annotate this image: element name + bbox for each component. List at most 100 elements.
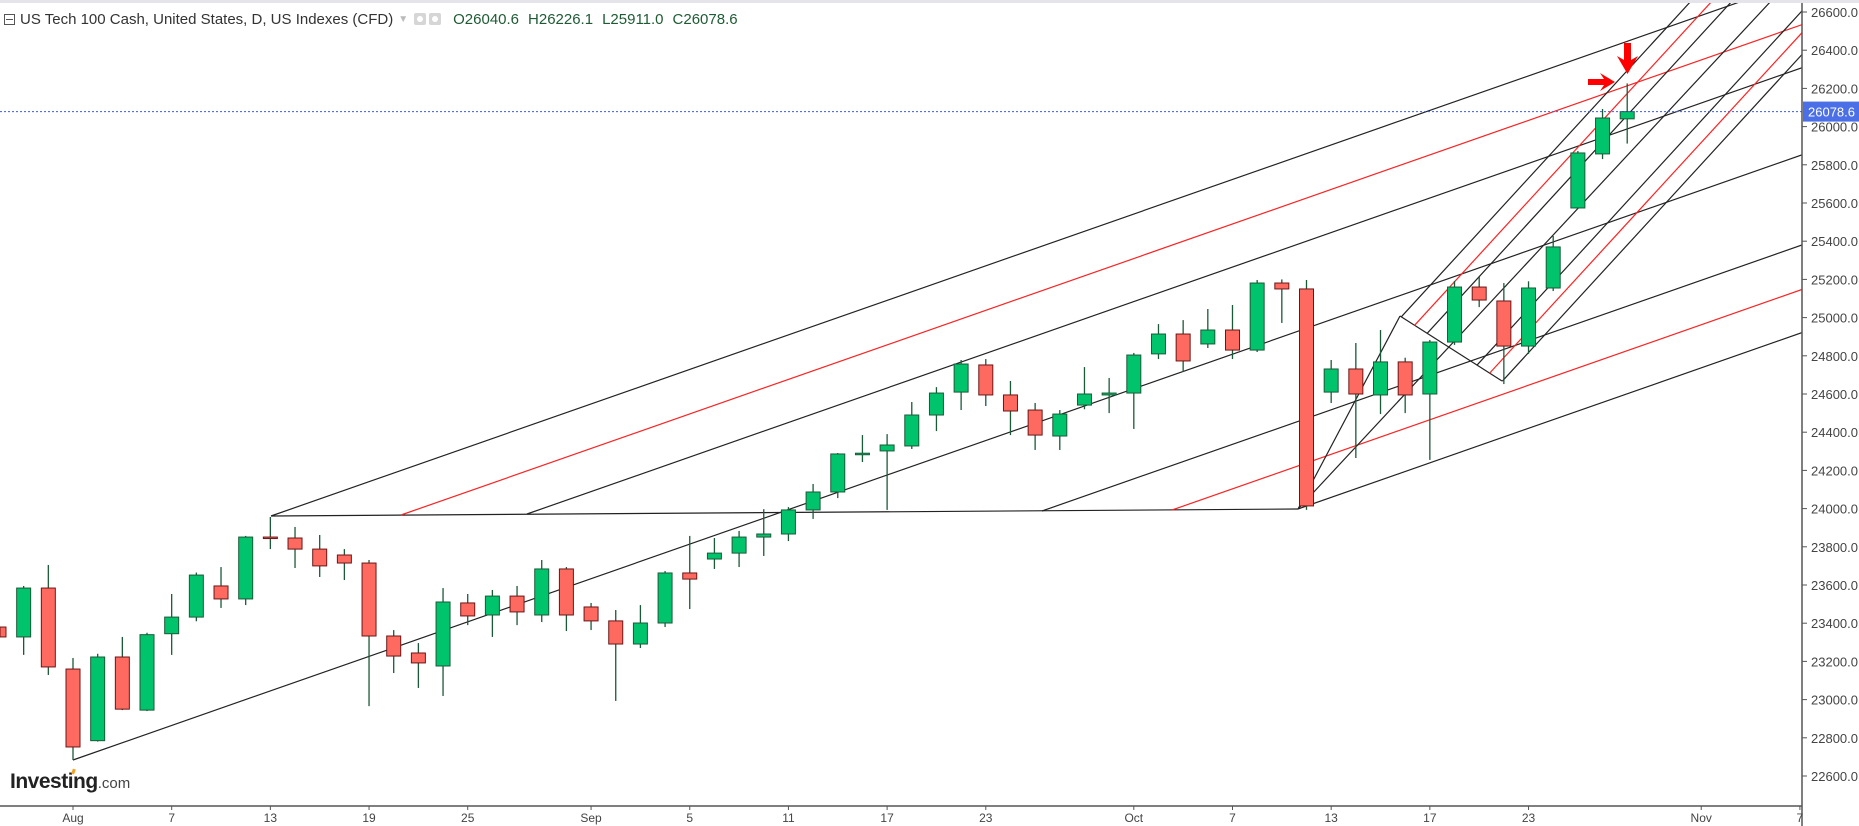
candle: [928, 387, 944, 432]
price-tick-label: 22600.0: [1811, 769, 1858, 784]
channel-line[interactable]: [400, 24, 1802, 516]
channel-line[interactable]: [526, 67, 1802, 515]
candle: [1570, 151, 1586, 209]
channel-line[interactable]: [1171, 288, 1802, 511]
candle-body-down: [410, 652, 426, 664]
time-tick-label: 5: [686, 811, 693, 825]
candle-body-down: [287, 537, 303, 550]
pitchfork-parallel-line[interactable]: [1501, 54, 1802, 382]
candle: [608, 610, 624, 701]
candle-body-up: [90, 656, 106, 742]
candle-body-up: [1200, 329, 1216, 345]
settings-gear-icon[interactable]: [429, 13, 442, 25]
candle-body-up: [484, 595, 500, 616]
candle: [1521, 281, 1537, 354]
candle-body-down: [1175, 333, 1191, 362]
candle: [164, 593, 180, 655]
pitchfork-parallel-line[interactable]: [1414, 0, 1713, 326]
candle-body-down: [361, 562, 377, 637]
candle-body-down: [336, 554, 352, 564]
candle: [1224, 304, 1240, 360]
pitchfork-pivot-line[interactable]: [1399, 315, 1503, 382]
candle: [780, 507, 796, 542]
candle-body-down: [978, 364, 994, 396]
candle-body-up: [657, 572, 673, 624]
price-tick-label: 25200.0: [1811, 272, 1858, 287]
candle: [1101, 377, 1117, 414]
time-tick-label: 7: [1229, 811, 1236, 825]
candle: [312, 534, 328, 577]
price-tick-label: 23400.0: [1811, 616, 1858, 631]
candle-body-down: [1496, 300, 1512, 347]
candle-body-down: [1397, 361, 1413, 396]
candle-body-up: [139, 634, 155, 711]
candles: [0, 83, 1635, 760]
candle: [731, 530, 747, 568]
candle-body-down: [262, 536, 278, 540]
candle-body-down: [312, 548, 328, 567]
candle: [1076, 367, 1092, 410]
candle-body-up: [854, 452, 870, 456]
dropdown-caret-icon[interactable]: ▼: [398, 13, 409, 25]
candle-body-up: [731, 536, 747, 554]
candle-body-down: [1274, 282, 1290, 290]
top-border: [0, 0, 1859, 3]
candle: [1595, 109, 1611, 160]
candle-body-up: [879, 444, 895, 452]
candle-body-down: [583, 606, 599, 622]
candle-body-up: [1249, 282, 1265, 351]
channel-line[interactable]: [1041, 244, 1802, 512]
candle-body-up: [1570, 152, 1586, 209]
price-axis[interactable]: 26600.0 26400.0 26200.0 26000.0 25800.0 25600…: [1801, 3, 1858, 826]
candle-body-down: [460, 602, 476, 617]
pitchfork-median-line[interactable]: [1297, 0, 1772, 510]
collapse-icon[interactable]: [4, 13, 15, 25]
candle-body-up: [805, 491, 821, 511]
time-tick-label: 19: [362, 811, 376, 825]
candle: [40, 564, 56, 675]
channel-line[interactable]: [1297, 332, 1802, 510]
candle: [435, 588, 451, 696]
candle-body-down: [1027, 409, 1043, 436]
candle-body-down: [386, 635, 402, 657]
trendline-drawings[interactable]: [72, 0, 1802, 761]
ohlc-high: H26226.1: [528, 10, 594, 28]
price-tick-label: 24200.0: [1811, 463, 1858, 478]
candle: [262, 517, 278, 550]
candle-body-up: [1521, 287, 1537, 347]
candle: [1397, 357, 1413, 414]
candle: [213, 567, 229, 608]
price-tick-label: 23000.0: [1811, 693, 1858, 708]
time-tick-label: 13: [264, 811, 278, 825]
candle-body-up: [756, 533, 772, 538]
price-tick-label: 23200.0: [1811, 654, 1858, 669]
price-tick-label: 26600.0: [1811, 5, 1858, 20]
visibility-icon[interactable]: [414, 13, 427, 25]
candle: [706, 538, 722, 569]
time-tick-label: 17: [880, 811, 894, 825]
current-price-indicator: 26078.6: [0, 101, 1859, 122]
candle: [0, 626, 7, 638]
candle: [1496, 283, 1512, 385]
time-axis[interactable]: Aug 7 13 19 25 Sep 5 11 17 23 Oct 7 13 17 23 Nov 7: [0, 805, 1804, 825]
time-tick-label: Oct: [1124, 811, 1143, 825]
candle-body-down: [1348, 368, 1364, 395]
candle: [1619, 83, 1635, 144]
channel-lower-trendline[interactable]: [72, 154, 1802, 761]
price-tick-label: 26400.0: [1811, 43, 1858, 58]
pitchfork-handle-line[interactable]: [1297, 315, 1401, 510]
price-tick-label: 26200.0: [1811, 81, 1858, 96]
candle: [114, 636, 130, 711]
candle: [386, 630, 402, 674]
candle: [1249, 279, 1265, 352]
current-price-label: 26078.6: [1808, 105, 1855, 120]
time-tick-label: 7: [1797, 811, 1804, 825]
candle-body-up: [1126, 354, 1142, 394]
time-tick-label: Aug: [62, 811, 83, 825]
channel-line[interactable]: [270, 0, 1802, 517]
candle: [854, 435, 870, 462]
pitchfork-parallel-line[interactable]: [1489, 32, 1802, 374]
candle-body-down: [213, 585, 229, 600]
pitchfork-parallel-line[interactable]: [1400, 0, 1692, 318]
